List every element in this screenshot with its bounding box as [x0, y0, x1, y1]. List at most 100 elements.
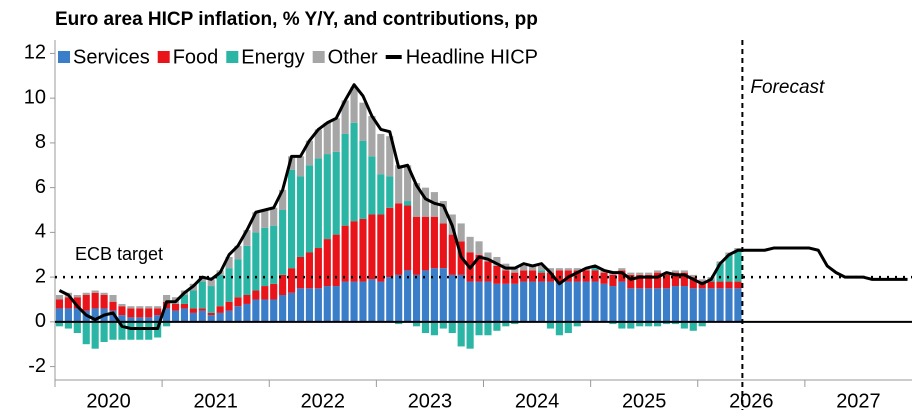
- bar-segment: [448, 234, 456, 275]
- legend-label: Other: [328, 46, 378, 68]
- bar-segment: [154, 308, 162, 316]
- x-tick-label: 2022: [301, 390, 346, 412]
- bar-segment: [609, 274, 617, 287]
- legend-label: Services: [73, 46, 150, 68]
- x-tick-label: 2026: [729, 390, 774, 412]
- bar-segment: [216, 274, 224, 307]
- bar-segment: [734, 288, 742, 322]
- bar-segment: [171, 310, 180, 322]
- x-tick-label: 2024: [515, 390, 560, 412]
- bar-segment: [189, 290, 197, 309]
- x-tick-label: 2020: [86, 390, 131, 412]
- bar-segment: [225, 268, 233, 302]
- bar-segment: [377, 214, 385, 282]
- legend-swatch: [226, 51, 239, 63]
- bar-segment: [618, 281, 626, 322]
- bar-segment: [707, 281, 715, 289]
- bar-segment: [564, 268, 572, 271]
- bar-segment: [234, 259, 242, 298]
- bar-segment: [243, 295, 251, 304]
- bar-segment: [448, 321, 456, 334]
- bar-segment: [698, 288, 706, 322]
- bar-segment: [270, 207, 278, 226]
- bar-segment: [537, 265, 546, 271]
- bar-segment: [270, 225, 278, 284]
- bar-segment: [654, 270, 662, 273]
- bar-segment: [207, 279, 215, 287]
- bar-segment: [198, 277, 206, 282]
- bar-segment: [261, 210, 269, 228]
- chart-title: Euro area HICP inflation, % Y/Y, and con…: [55, 9, 538, 30]
- bar-segment: [332, 151, 340, 235]
- bar-segment: [163, 308, 171, 322]
- bar-segment: [279, 189, 287, 210]
- bar-segment: [73, 321, 81, 334]
- bar-segment: [55, 321, 64, 327]
- bar-segment: [627, 274, 635, 289]
- bar-segment: [332, 286, 340, 322]
- bar-segment: [511, 268, 519, 273]
- bar-segment: [395, 203, 403, 275]
- bar-segment: [439, 321, 447, 329]
- bar-segment: [279, 274, 287, 295]
- bar-segment: [564, 321, 572, 334]
- bar-segment: [412, 274, 421, 322]
- bar-segment: [582, 281, 590, 322]
- bar-segment: [475, 281, 483, 322]
- bar-segment: [189, 308, 197, 313]
- bar-segment: [109, 321, 117, 340]
- bar-segment: [520, 265, 528, 271]
- bar-segment: [323, 154, 331, 240]
- bar-segment: [412, 216, 421, 275]
- bar-segment: [412, 183, 421, 217]
- bar-segment: [537, 270, 546, 273]
- bar-segment: [689, 288, 697, 322]
- bar-segment: [689, 277, 697, 289]
- bar-segment: [118, 306, 126, 316]
- bar-segment: [154, 306, 162, 309]
- bar-segment: [529, 265, 537, 271]
- bar-segment: [305, 165, 313, 253]
- bar-segment: [234, 297, 242, 307]
- bar-segment: [305, 140, 313, 166]
- bar-segment: [654, 288, 662, 322]
- bar-segment: [55, 308, 64, 322]
- bar-segment: [671, 286, 680, 322]
- bar-segment: [511, 321, 519, 325]
- bar-segment: [511, 283, 519, 322]
- bar-segment: [573, 281, 581, 322]
- bar-segment: [654, 272, 662, 289]
- bar-segment: [645, 321, 653, 327]
- bar-segment: [404, 201, 412, 206]
- bar-segment: [636, 272, 644, 275]
- bar-segment: [279, 295, 287, 322]
- bar-segment: [466, 236, 474, 253]
- bar-segment: [216, 312, 224, 322]
- bar-segment: [627, 288, 635, 322]
- bar-segment: [305, 252, 313, 289]
- bar-segment: [314, 288, 322, 322]
- legend-label: Headline HICP: [406, 46, 538, 68]
- bar-segment: [198, 308, 206, 311]
- bar-segment: [654, 321, 662, 327]
- bar-segment: [573, 270, 581, 282]
- bar-segment: [198, 310, 206, 322]
- bar-segment: [725, 288, 733, 322]
- bar-segment: [136, 321, 144, 340]
- bar-segment: [323, 239, 331, 287]
- bar-segment: [529, 281, 537, 322]
- x-tick-label: 2025: [622, 390, 667, 412]
- bar-segment: [395, 274, 403, 322]
- bar-segment: [287, 292, 296, 322]
- legend-swatch: [58, 51, 70, 63]
- bar-segment: [439, 268, 447, 322]
- bar-segment: [145, 308, 153, 318]
- bar-segment: [314, 129, 322, 159]
- bar-segment: [296, 156, 305, 177]
- bar-segment: [100, 292, 108, 295]
- bar-segment: [734, 281, 742, 289]
- bar-segment: [421, 270, 430, 322]
- bar-segment: [484, 321, 492, 336]
- bar-segment: [412, 321, 421, 327]
